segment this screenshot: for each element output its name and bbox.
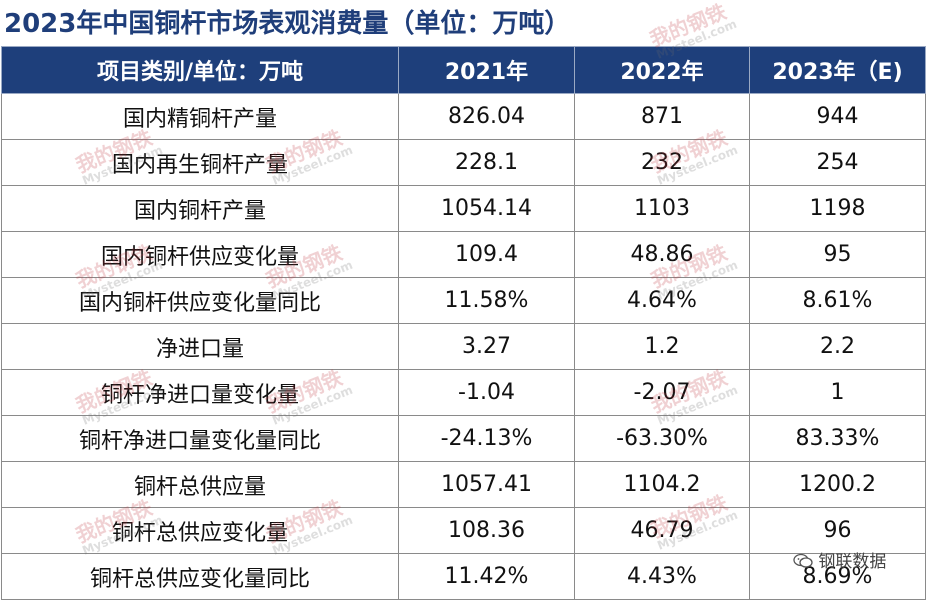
table-row: 铜杆净进口量变化量同比 -24.13% -63.30% 83.33% [1,415,926,462]
table-row: 国内精铜杆产量 826.04 871 944 [1,93,926,140]
value-2023e: 944 [749,93,926,140]
value-2023e: 254 [749,139,926,186]
table-row: 国内再生铜杆产量 228.1 232 254 [1,139,926,186]
row-label: 铜杆总供应变化量 [1,507,399,554]
table-row: 铜杆总供应变化量 108.36 46.79 96 [1,507,926,554]
column-header-2023e: 2023年（E) [749,46,926,94]
row-label: 国内铜杆产量 [1,185,399,232]
value-2021: 1054.14 [398,185,575,232]
value-2021: -24.13% [398,415,575,462]
value-2023e: 96 [749,507,926,554]
value-2021: 826.04 [398,93,575,140]
value-2023e: 83.33% [749,415,926,462]
value-2021: 108.36 [398,507,575,554]
value-2021: 11.58% [398,277,575,324]
table-row: 国内铜杆产量 1054.14 1103 1198 [1,185,926,232]
wechat-icon [793,553,813,569]
row-label: 国内铜杆供应变化量 [1,231,399,278]
value-2022: 232 [574,139,750,186]
value-2021: 3.27 [398,323,575,370]
value-2023e: 1200.2 [749,461,926,508]
row-label: 铜杆总供应量 [1,461,399,508]
value-2023e: 2.2 [749,323,926,370]
table-row: 铜杆净进口量变化量 -1.04 -2.07 1 [1,369,926,416]
value-2021: 228.1 [398,139,575,186]
value-2023e: 1 [749,369,926,416]
row-label: 铜杆净进口量变化量同比 [1,415,399,462]
value-2021: 1057.41 [398,461,575,508]
value-2022: 4.64% [574,277,750,324]
source-label: 钢联数据 [818,552,887,572]
table-row: 铜杆总供应量 1057.41 1104.2 1200.2 [1,461,926,508]
value-2022: -2.07 [574,369,750,416]
value-2022: 1103 [574,185,750,232]
page-title: 2023年中国铜杆市场表观消费量（单位：万吨） [4,9,571,39]
value-2022: 1104.2 [574,461,750,508]
value-2023e: 8.61% [749,277,926,324]
value-2022: -63.30% [574,415,750,462]
table-row: 铜杆总供应变化量同比 11.42% 4.43% 8.69% [1,553,926,600]
value-2022: 871 [574,93,750,140]
table-row: 国内铜杆供应变化量同比 11.58% 4.64% 8.61% [1,277,926,324]
value-2023e: 95 [749,231,926,278]
table-row: 国内铜杆供应变化量 109.4 48.86 95 [1,231,926,278]
value-2021: 109.4 [398,231,575,278]
column-header-2022: 2022年 [574,46,750,94]
row-label: 国内精铜杆产量 [1,93,399,140]
value-2022: 46.79 [574,507,750,554]
value-2022: 4.43% [574,553,750,600]
row-label: 国内再生铜杆产量 [1,139,399,186]
row-label: 铜杆总供应变化量同比 [1,553,399,600]
column-header-2021: 2021年 [398,46,575,94]
value-2021: 11.42% [398,553,575,600]
row-label: 净进口量 [1,323,399,370]
value-2023e: 1198 [749,185,926,232]
row-label: 铜杆净进口量变化量 [1,369,399,416]
row-label: 国内铜杆供应变化量同比 [1,277,399,324]
value-2023e: 8.69% [749,553,926,600]
value-2022: 48.86 [574,231,750,278]
table-row: 净进口量 3.27 1.2 2.2 [1,323,926,370]
source-badge: 钢联数据 [793,547,886,572]
header-row: 项目类别/单位：万吨 2021年 2022年 2023年（E) [1,46,926,94]
column-header-category: 项目类别/单位：万吨 [1,46,399,94]
value-2021: -1.04 [398,369,575,416]
data-table: 项目类别/单位：万吨 2021年 2022年 2023年（E) 国内精铜杆产量 8… [1,46,926,600]
value-2022: 1.2 [574,323,750,370]
